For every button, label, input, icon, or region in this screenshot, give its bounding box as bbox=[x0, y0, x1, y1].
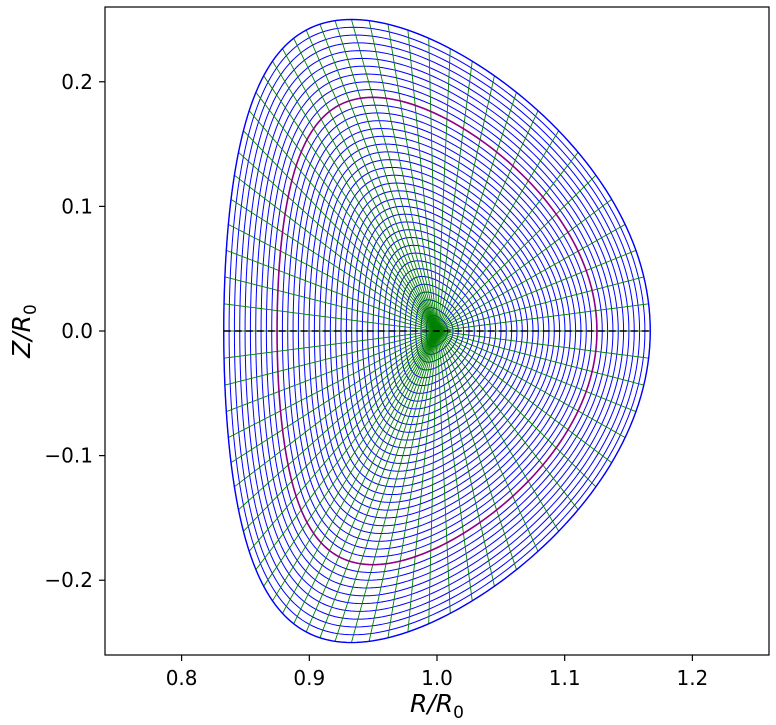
poloidal-line bbox=[334, 20, 438, 332]
poloidal-line bbox=[436, 198, 612, 332]
poloidal-line bbox=[436, 110, 539, 332]
poloidal-line bbox=[226, 330, 438, 413]
poloidal-line bbox=[436, 75, 495, 332]
poloidal-line bbox=[436, 330, 495, 587]
poloidal-line bbox=[272, 330, 438, 602]
poloidal-line bbox=[238, 330, 438, 511]
poloidal-line bbox=[293, 330, 438, 624]
poloidal-line bbox=[436, 92, 517, 332]
poloidal-line bbox=[234, 330, 438, 488]
poloidal-line bbox=[436, 224, 626, 332]
poloidal-line bbox=[305, 29, 438, 332]
poloidal-line bbox=[436, 48, 451, 332]
poloidal-line bbox=[228, 330, 438, 438]
poloidal-line bbox=[223, 330, 438, 359]
poloidal-line bbox=[428, 330, 438, 624]
y-tick-label: −0.1 bbox=[44, 444, 93, 468]
poloidal-line bbox=[368, 20, 438, 332]
poloidal-line bbox=[436, 330, 649, 359]
poloidal-line bbox=[436, 330, 597, 488]
poloidal-line bbox=[436, 330, 626, 438]
highlighted-flux-surface bbox=[276, 96, 598, 566]
axis-layer: 0.8 0.9 1.0 1.1 1.2 −0.2 −0.1 0.0 0.1 0.2 bbox=[44, 6, 770, 690]
poloidal-line bbox=[224, 330, 438, 386]
poloidal-line bbox=[224, 276, 438, 332]
poloidal-line bbox=[387, 330, 438, 638]
poloidal-line bbox=[234, 174, 438, 332]
mesh-layer bbox=[223, 18, 651, 644]
poloidal-line bbox=[436, 276, 644, 332]
poloidal-line bbox=[243, 130, 438, 332]
x-tick-label: 0.8 bbox=[166, 666, 198, 690]
x-tick-label: 1.2 bbox=[676, 666, 708, 690]
x-tick-label: 1.1 bbox=[549, 666, 581, 690]
poloidal-line bbox=[436, 249, 637, 332]
poloidal-line bbox=[436, 330, 539, 552]
poloidal-line bbox=[263, 330, 438, 587]
poloidal-line bbox=[238, 151, 438, 332]
poloidal-line bbox=[230, 198, 438, 332]
poloidal-line bbox=[436, 330, 473, 601]
poloidal-line bbox=[436, 330, 637, 413]
poloidal-line bbox=[282, 48, 438, 332]
poloidal-line bbox=[282, 330, 438, 614]
poloidal-line bbox=[407, 30, 438, 332]
poloidal-line bbox=[334, 330, 438, 642]
poloidal-line bbox=[293, 38, 438, 332]
poloidal-line bbox=[319, 330, 438, 638]
poloidal-line bbox=[387, 24, 438, 332]
poloidal-line bbox=[255, 92, 438, 332]
poloidal-line bbox=[436, 330, 612, 464]
y-axis-label: Z/R0 bbox=[7, 304, 41, 359]
poloidal-line bbox=[436, 174, 597, 332]
poloidal-line bbox=[223, 303, 438, 332]
poloidal-line bbox=[228, 224, 438, 332]
poloidal-line bbox=[428, 38, 438, 332]
poloidal-line bbox=[436, 130, 560, 332]
x-axis-label: R/R0 bbox=[410, 689, 464, 723]
poloidal-line bbox=[230, 330, 438, 464]
poloidal-line bbox=[436, 61, 473, 332]
poloidal-line bbox=[351, 19, 438, 332]
poloidal-line bbox=[319, 24, 438, 332]
y-tick-label: −0.2 bbox=[44, 568, 93, 592]
poloidal-line bbox=[436, 330, 560, 532]
y-tick-label: 0.0 bbox=[61, 319, 93, 343]
poloidal-line bbox=[407, 330, 438, 632]
poloidal-line bbox=[263, 75, 438, 332]
poloidal-line bbox=[368, 330, 438, 642]
x-tick-label: 1.0 bbox=[421, 666, 453, 690]
poloidal-line bbox=[226, 249, 438, 332]
poloidal-line bbox=[436, 330, 451, 614]
plasma-boundary bbox=[223, 18, 651, 644]
poloidal-line bbox=[255, 330, 438, 570]
poloidal-line bbox=[248, 110, 438, 332]
poloidal-line bbox=[436, 303, 649, 332]
poloidal-line bbox=[436, 330, 579, 510]
y-tick-label: 0.2 bbox=[61, 70, 93, 94]
poloidal-line bbox=[248, 330, 438, 552]
poloidal-line bbox=[243, 330, 438, 532]
poloidal-line bbox=[272, 60, 438, 332]
poloidal-line bbox=[436, 152, 579, 332]
poloidal-line bbox=[436, 330, 644, 386]
x-tick-label: 0.9 bbox=[293, 666, 325, 690]
poloidal-line bbox=[305, 330, 438, 633]
poloidal-line bbox=[436, 330, 517, 570]
poloidal-line bbox=[351, 330, 438, 643]
y-tick-label: 0.1 bbox=[61, 194, 93, 218]
